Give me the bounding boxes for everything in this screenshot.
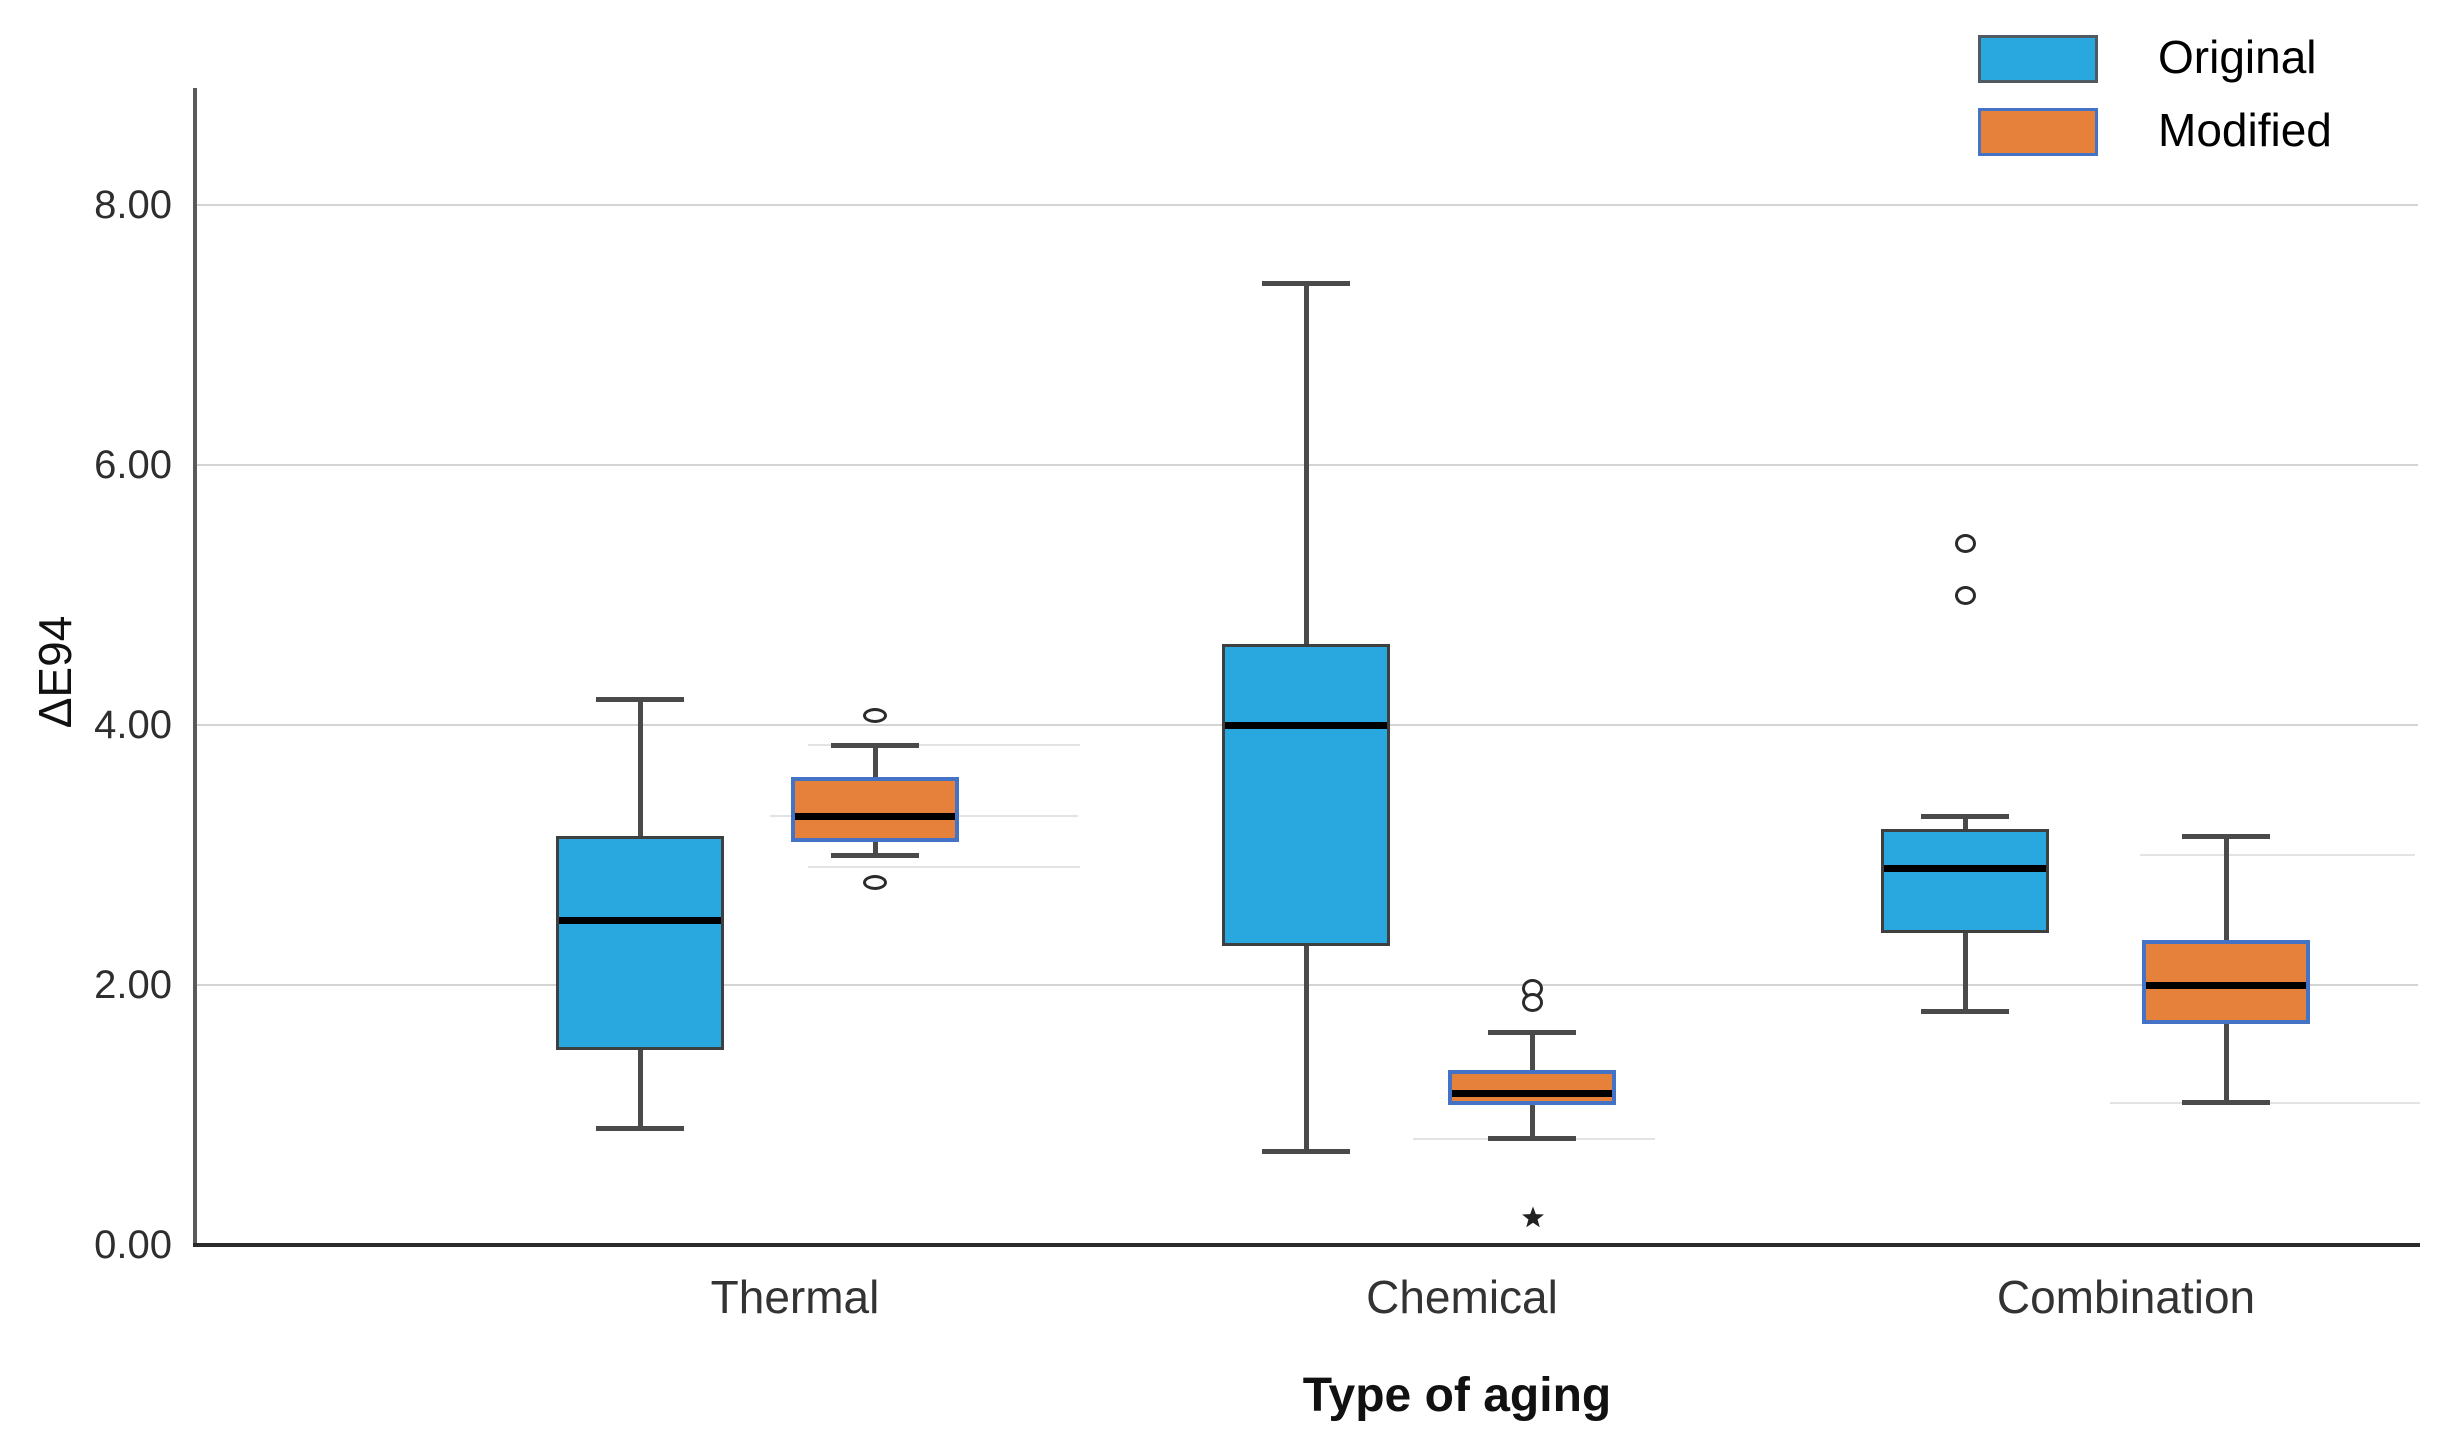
boxplot-modified-chemical-extreme-outlier (1521, 1206, 1545, 1230)
y-tick-label: 2.00 (94, 963, 172, 1007)
boxplot-modified-chemical-box (1448, 1070, 1616, 1105)
legend-swatch-modified (1978, 108, 2098, 156)
artifact-line (2140, 854, 2415, 856)
gridline-8 (196, 204, 2418, 206)
x-category-label-chemical: Chemical (1366, 1271, 1558, 1323)
boxplot-original-combination-outlier (1954, 533, 1976, 553)
y-tick-label: 8.00 (94, 183, 172, 227)
boxplot-modified-combination-whisker-cap-high (2182, 834, 2270, 839)
y-axis-line (193, 88, 197, 1247)
boxplot-modified-chemical-whisker-cap-high (1488, 1030, 1576, 1035)
boxplot-original-chemical-median (1225, 722, 1387, 729)
y-tick-label: 4.00 (94, 703, 172, 747)
boxplot-modified-thermal-outlier (863, 874, 887, 890)
x-axis-line (193, 1243, 2420, 1247)
boxplot-original-combination-whisker-cap-low (1921, 1009, 2009, 1014)
boxplot-modified-combination-whisker-cap-low (2182, 1100, 2270, 1105)
x-category-label-combination: Combination (1996, 1271, 2256, 1323)
boxplot-original-thermal-whisker-cap-low (596, 1126, 684, 1131)
boxplot-original-thermal-box (556, 836, 724, 1050)
boxplot-original-thermal-median (559, 917, 721, 924)
boxplot-original-combination-median (1884, 865, 2046, 872)
boxplot-modified-thermal-whisker-cap-low (831, 853, 919, 858)
boxplot-modified-thermal-box (791, 777, 959, 842)
artifact-line (808, 744, 1080, 746)
boxplot-original-thermal-whisker-cap-high (596, 697, 684, 702)
artifact-line (808, 866, 1080, 868)
boxplot-modified-chemical-whisker-cap-low (1488, 1136, 1576, 1141)
boxplot-modified-chemical-outlier (1521, 992, 1543, 1012)
y-axis-title: ΔE94 (29, 615, 81, 729)
x-axis-title: Type of aging (1302, 1369, 1612, 1422)
y-tick-label: 6.00 (94, 443, 172, 487)
boxplot-original-chemical-whisker-cap-high (1262, 281, 1350, 286)
boxplot-modified-chemical-median (1452, 1090, 1612, 1097)
boxplot-modified-combination-median (2146, 982, 2306, 989)
legend-label-modified: Modified (2158, 104, 2332, 156)
y-tick-label: 0.00 (94, 1223, 172, 1267)
boxplot-modified-thermal-median (795, 813, 955, 820)
boxplot-original-chemical-whisker-cap-low (1262, 1149, 1350, 1154)
boxplot-original-combination-outlier (1954, 585, 1976, 605)
boxplot-modified-thermal-whisker-cap-high (831, 743, 919, 748)
boxplot-original-chemical-box (1222, 644, 1390, 946)
x-category-label-thermal: Thermal (710, 1271, 880, 1323)
boxplot-original-combination-box (1881, 829, 2049, 933)
legend-label-original: Original (2158, 31, 2317, 83)
boxplot-original-combination-whisker-cap-high (1921, 814, 2009, 819)
boxplot-modified-thermal-outlier (863, 707, 887, 723)
legend-swatch-original (1978, 35, 2098, 83)
